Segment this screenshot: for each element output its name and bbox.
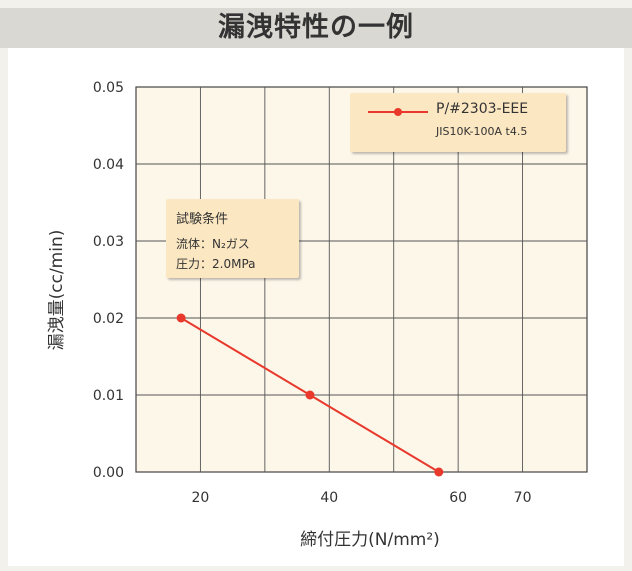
data-point [176, 313, 186, 323]
x-tick-label: 40 [320, 490, 338, 506]
page-title: 漏洩特性の一例 [218, 12, 414, 43]
legend-series-subtitle: JIS10K-100A t4.5 [436, 125, 528, 138]
x-axis-label: 締付圧力(N/mm²) [300, 530, 440, 550]
y-tick-labels: 0.00 0.01 0.02 0.03 0.04 0.05 [93, 80, 124, 481]
y-tick-label: 0.00 [93, 465, 124, 481]
y-tick-label: 0.04 [93, 157, 124, 173]
y-tick-label: 0.05 [93, 80, 124, 96]
x-tick-labels: 20 40 60 70 [192, 490, 532, 506]
y-tick-label: 0.01 [93, 388, 124, 404]
conditions-title: 試験条件 [176, 212, 229, 227]
test-conditions-box: 試験条件 流体：N₂ガス 圧力：2.0MPa [166, 199, 299, 278]
y-tick-label: 0.02 [93, 311, 124, 327]
conditions-pressure: 圧力：2.0MPa [176, 257, 256, 271]
legend: P/#2303-EEE JIS10K-100A t4.5 [350, 93, 566, 152]
x-tick-label: 20 [192, 490, 210, 506]
y-tick-label: 0.03 [93, 234, 124, 250]
data-point [434, 467, 444, 477]
legend-swatch [368, 108, 428, 116]
header-band [0, 8, 632, 48]
conditions-fluid: 流体：N₂ガス [176, 237, 250, 251]
data-point [305, 390, 315, 400]
y-axis-label: 漏洩量(cc/min) [47, 230, 67, 351]
legend-series-name: P/#2303-EEE [436, 101, 529, 117]
x-tick-label: 70 [514, 490, 532, 506]
series-layer [176, 313, 444, 477]
x-tick-label: 60 [449, 490, 467, 506]
